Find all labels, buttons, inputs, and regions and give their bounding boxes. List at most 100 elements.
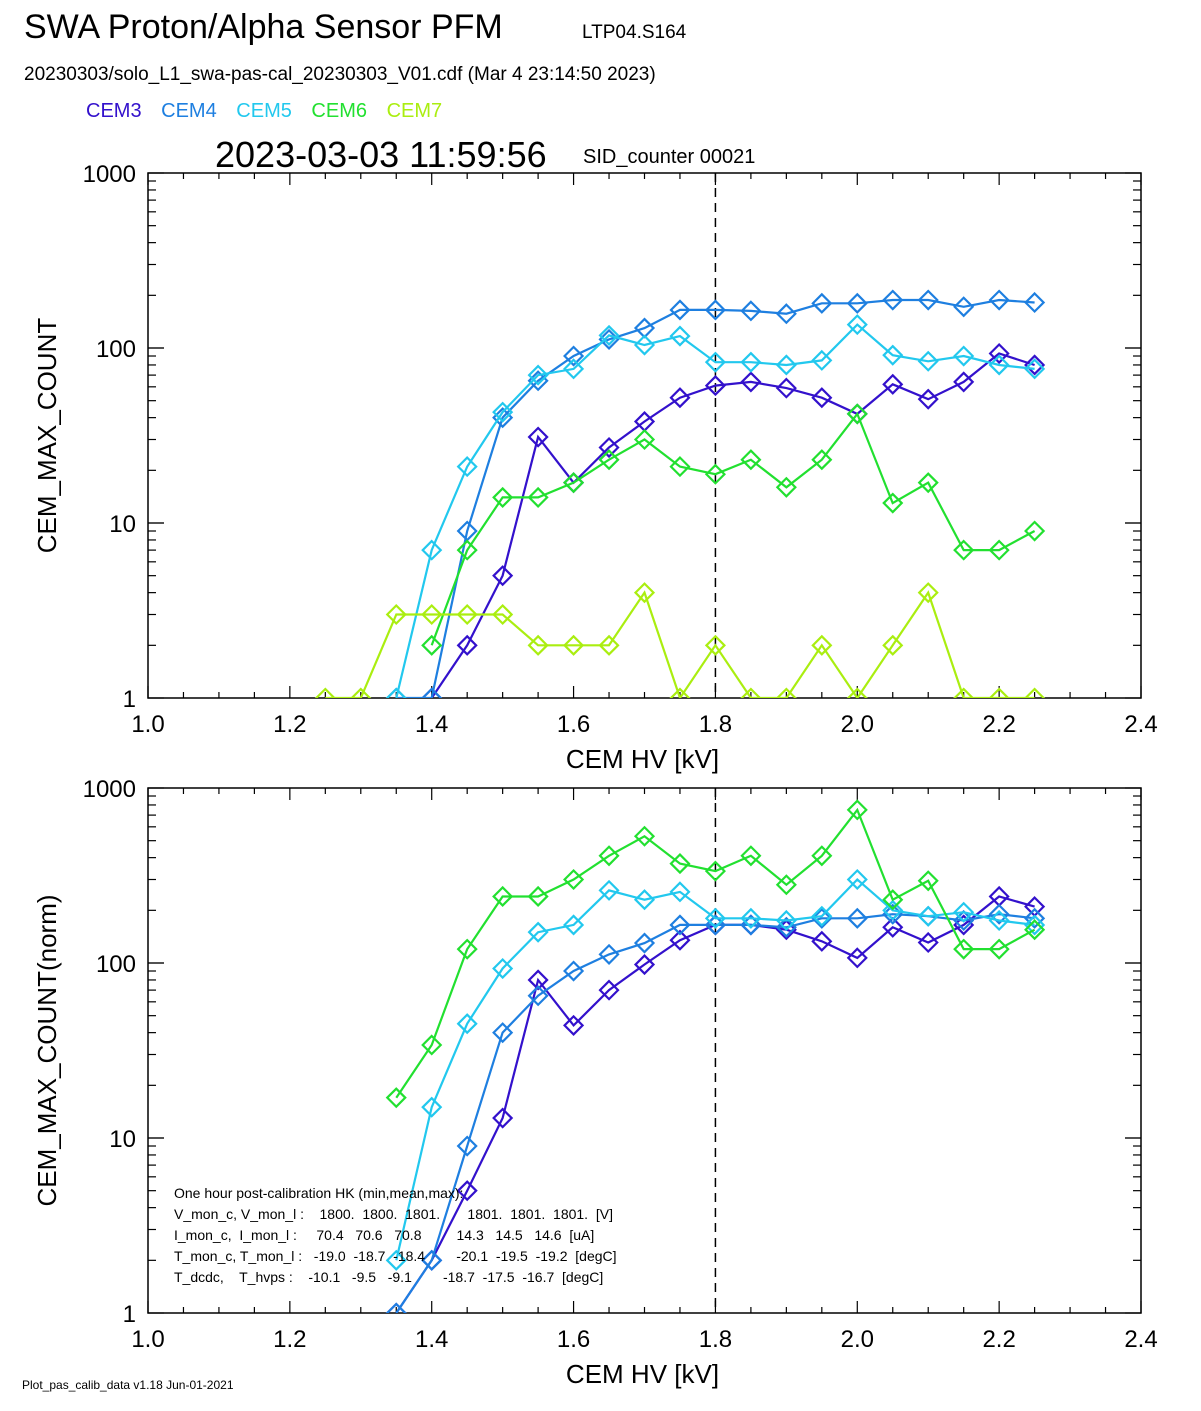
x-tick-label: 2.2 <box>982 1326 1015 1353</box>
data-point-cem3 <box>492 565 514 587</box>
data-point-cem4 <box>598 943 620 965</box>
data-point-cem3 <box>882 916 904 938</box>
data-point-cem5 <box>598 879 620 901</box>
data-point-cem3 <box>917 388 939 410</box>
footer-version: Plot_pas_calib_data v1.18 Jun-01-2021 <box>22 1378 234 1392</box>
data-point-cem4 <box>669 299 691 321</box>
series-line-cem5 <box>395 877 1035 1261</box>
data-point-cem4 <box>704 299 726 321</box>
data-point-cem4 <box>988 289 1010 311</box>
data-point-cem5 <box>456 456 478 478</box>
data-point-cem6 <box>846 403 868 425</box>
data-point-cem5 <box>456 1013 478 1035</box>
data-point-cem5 <box>953 901 975 923</box>
x-tick-label: 1.4 <box>415 1326 448 1353</box>
legend-item-cem4: CEM4 <box>161 100 217 122</box>
data-point-cem4 <box>527 985 549 1007</box>
x-tick-label: 1.0 <box>131 711 164 738</box>
data-point-cem5 <box>775 354 797 376</box>
x-tick-label: 1.6 <box>557 711 590 738</box>
data-point-cem3 <box>598 979 620 1001</box>
data-point-cem3 <box>1024 354 1046 376</box>
data-point-cem4 <box>953 909 975 932</box>
data-point-cem7 <box>704 634 726 656</box>
data-point-cem7 <box>988 687 1010 698</box>
data-point-cem7 <box>350 687 372 698</box>
legend-item-cem6: CEM6 <box>311 100 367 122</box>
data-point-cem4 <box>988 903 1010 925</box>
data-point-cem5 <box>882 344 904 366</box>
x-tick-label: 1.2 <box>273 711 306 738</box>
x-tick-label: 2.0 <box>841 711 874 738</box>
data-point-cem3 <box>492 1107 514 1129</box>
data-point-cem4 <box>953 296 975 318</box>
data-point-cem6 <box>385 1087 407 1109</box>
data-point-cem7 <box>385 603 407 626</box>
data-point-cem6 <box>740 845 762 867</box>
data-point-cem7 <box>421 603 443 626</box>
data-point-cem5 <box>704 907 726 929</box>
data-point-cem6 <box>563 868 585 891</box>
data-point-cem4 <box>846 292 868 314</box>
data-point-cem6 <box>669 853 691 875</box>
series-line-cem5 <box>395 323 1035 698</box>
data-point-cem6 <box>598 845 620 867</box>
bottom-chart-panel: 1.0 1.2 1.4 1.6 1.8 2.0 2.2 2.4 1 10 100 1000 CEM HV… <box>32 776 1158 1389</box>
data-point-cem6 <box>846 799 868 821</box>
data-point-cem6 <box>527 885 549 908</box>
data-point-cem4 <box>492 1022 514 1044</box>
data-point-cem6 <box>704 860 726 882</box>
data-point-cem5 <box>917 350 939 372</box>
y-tick-label: 10 <box>109 511 136 538</box>
x-axis-label: CEM HV [kV] <box>566 744 719 774</box>
y-tick-label: 1000 <box>83 161 136 188</box>
data-point-cem4 <box>421 687 443 698</box>
data-point-cem3 <box>669 387 691 409</box>
data-point-cem7 <box>669 687 691 698</box>
timestamp-label: 2023-03-03 11:59:56 <box>215 134 547 175</box>
data-point-cem6 <box>633 428 656 451</box>
data-point-cem7 <box>456 603 478 626</box>
data-point-cem5 <box>740 351 762 373</box>
data-point-cem6 <box>953 938 975 960</box>
y-axis-label: CEM_MAX_COUNT <box>32 318 62 554</box>
data-point-cem5 <box>882 899 904 921</box>
data-point-cem7 <box>917 582 939 604</box>
x-tick-label: 2.4 <box>1124 1326 1157 1353</box>
data-point-cem7 <box>563 634 585 656</box>
x-tick-label: 2.2 <box>982 711 1015 738</box>
data-point-cem4 <box>563 960 585 982</box>
data-point-cem4 <box>917 289 939 311</box>
data-point-cem5 <box>421 1096 443 1118</box>
data-point-cem7 <box>1024 687 1046 698</box>
data-point-cem5 <box>421 539 443 561</box>
x-axis-label: CEM HV [kV] <box>566 1359 719 1389</box>
data-point-cem6 <box>917 870 939 892</box>
data-point-cem7 <box>775 687 797 698</box>
data-point-cem5 <box>669 325 691 347</box>
data-point-cem7 <box>527 634 549 656</box>
data-point-cem3 <box>811 387 833 409</box>
chart-title: SWA Proton/Alpha Sensor PFM <box>24 8 503 46</box>
series-line-cem6 <box>430 411 1036 646</box>
data-point-cem3 <box>917 931 939 954</box>
data-point-cem3 <box>953 371 975 393</box>
data-point-cem6 <box>421 634 443 656</box>
series-group <box>314 289 1046 698</box>
hk-table: One hour post-calibration HK (min,mean,m… <box>174 1185 617 1285</box>
data-point-cem6 <box>633 825 656 847</box>
data-point-cem5 <box>563 914 585 936</box>
data-point-cem6 <box>492 885 514 908</box>
hk-heading: One hour post-calibration HK (min,mean,m… <box>174 1185 463 1201</box>
plot-frame <box>147 172 1142 699</box>
top-chart-panel: 1.0 1.2 1.4 1.6 1.8 2.0 2.2 2.4 1 10 100 1000 CEM HV… <box>32 161 1158 774</box>
x-tick-label: 1.4 <box>415 711 448 738</box>
data-point-cem7 <box>633 582 656 604</box>
data-point-cem5 <box>1024 914 1046 936</box>
legend-item-cem7: CEM7 <box>386 100 443 122</box>
data-point-cem6 <box>456 938 478 960</box>
data-point-cem6 <box>811 449 833 471</box>
data-point-cem5 <box>492 957 514 980</box>
y-tick-label: 10 <box>109 1126 136 1153</box>
data-point-cem6 <box>740 449 762 471</box>
